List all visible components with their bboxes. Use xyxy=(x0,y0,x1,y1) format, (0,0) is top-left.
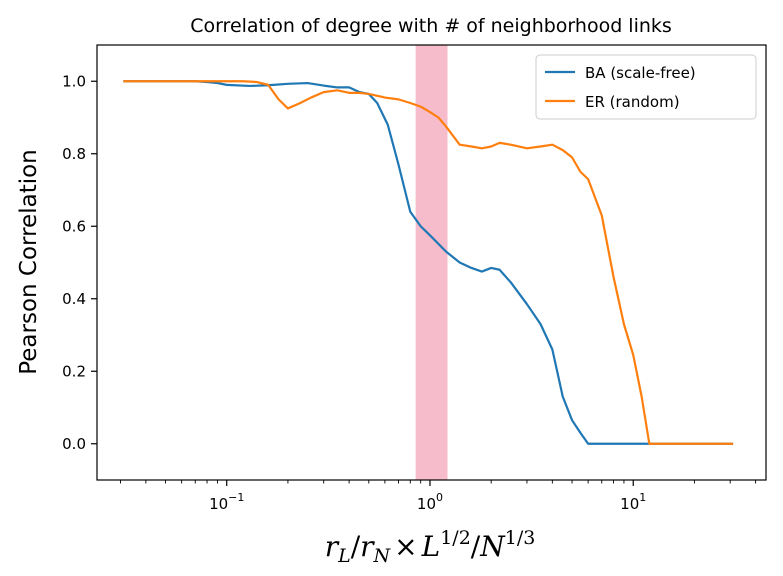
x-label-slash-1: / xyxy=(351,530,361,563)
y-axis: 0.0 0.2 0.4 0.6 0.8 1.0 xyxy=(62,72,97,453)
legend-label-ba: BA (scale-free) xyxy=(585,64,696,82)
legend-box xyxy=(535,54,757,120)
x-label-N-sup: 1/3 xyxy=(505,527,536,549)
y-tick-label: 0.4 xyxy=(62,290,86,308)
x-tick-label: 10−1 xyxy=(209,491,244,513)
y-tick-label: 0.2 xyxy=(62,362,86,380)
y-tick-label: 0.8 xyxy=(62,145,86,163)
x-label-L-sup: 1/2 xyxy=(440,527,471,549)
legend: BA (scale-free) ER (random) xyxy=(535,54,757,120)
x-label-L: L xyxy=(421,530,441,563)
x-label-slash-2: / xyxy=(471,530,481,563)
x-tick-label: 101 xyxy=(620,491,646,513)
x-label-rL-sub: L xyxy=(337,545,351,567)
x-label-N: N xyxy=(479,530,506,563)
shaded-band xyxy=(415,45,448,480)
x-label-rL: r xyxy=(325,530,340,563)
x-tick-label: 100 xyxy=(417,491,443,513)
x-axis: 10−1 100 101 xyxy=(120,480,757,513)
chart-title: Correlation of degree with # of neighbor… xyxy=(190,15,672,37)
y-tick-label: 0.6 xyxy=(62,217,86,235)
legend-label-er: ER (random) xyxy=(585,93,680,111)
x-label-rN-sub: N xyxy=(373,545,392,567)
x-label-rN: r xyxy=(360,530,375,563)
series-line-er xyxy=(123,80,734,445)
y-axis-label: Pearson Correlation xyxy=(16,149,42,375)
x-label-times: × xyxy=(394,530,417,563)
x-axis-label: rL/rN × L1/2/N1/3 xyxy=(325,527,536,567)
plot-frame xyxy=(96,44,767,481)
series-line-ba xyxy=(123,80,734,445)
y-tick-label: 0.0 xyxy=(62,435,86,453)
y-tick-label: 1.0 xyxy=(62,72,86,90)
